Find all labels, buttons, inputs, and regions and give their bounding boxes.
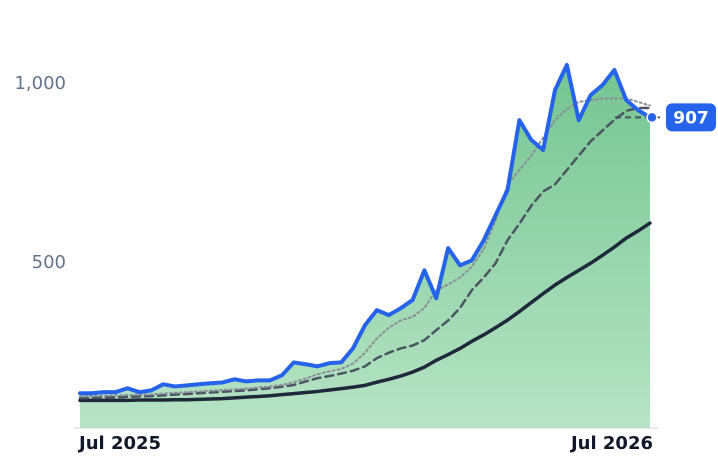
x-tick-label: Jul 2026 <box>569 433 653 454</box>
x-tick-label: Jul 2025 <box>77 433 161 454</box>
value-label: 907 <box>673 108 709 128</box>
line <box>79 97 651 398</box>
value-badge <box>666 103 716 132</box>
line <box>78 106 652 400</box>
line <box>78 221 652 403</box>
y-tick-label: 500 <box>32 252 66 273</box>
last-point <box>646 111 658 124</box>
y-tick-label: 1,000 <box>14 73 66 94</box>
area <box>80 65 650 428</box>
line <box>78 63 652 396</box>
